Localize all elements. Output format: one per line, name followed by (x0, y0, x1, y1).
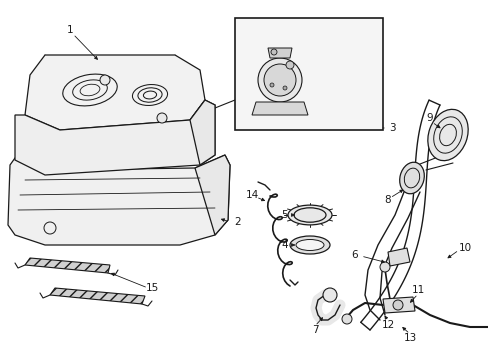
Circle shape (157, 113, 167, 123)
Text: 14: 14 (245, 190, 258, 200)
Text: 12: 12 (381, 320, 394, 330)
Text: 15: 15 (145, 283, 158, 293)
Text: 11: 11 (410, 285, 424, 295)
Polygon shape (15, 100, 215, 175)
Polygon shape (382, 297, 414, 313)
Circle shape (341, 314, 351, 324)
Polygon shape (251, 102, 307, 115)
Circle shape (392, 300, 402, 310)
Polygon shape (190, 100, 215, 165)
Ellipse shape (289, 236, 329, 254)
Circle shape (283, 86, 286, 90)
Circle shape (264, 64, 295, 96)
Text: 10: 10 (458, 243, 470, 253)
Text: 8: 8 (384, 195, 390, 205)
Polygon shape (267, 48, 291, 58)
Text: 2: 2 (234, 217, 241, 227)
Circle shape (270, 49, 276, 55)
Circle shape (258, 58, 302, 102)
Text: 13: 13 (403, 333, 416, 343)
Text: 5: 5 (281, 210, 288, 220)
Bar (235, 18, 382, 130)
Text: 6: 6 (351, 250, 358, 260)
Circle shape (100, 75, 110, 85)
Ellipse shape (399, 162, 424, 194)
Circle shape (285, 61, 293, 69)
Circle shape (323, 288, 336, 302)
Ellipse shape (295, 239, 324, 251)
Polygon shape (387, 248, 409, 266)
Polygon shape (25, 55, 204, 130)
Ellipse shape (287, 205, 331, 225)
Polygon shape (8, 155, 229, 245)
Polygon shape (50, 288, 145, 304)
Text: 3: 3 (388, 123, 394, 133)
Text: 4: 4 (281, 240, 288, 250)
Circle shape (269, 83, 273, 87)
Text: 9: 9 (426, 113, 432, 123)
Polygon shape (195, 155, 229, 235)
Ellipse shape (427, 109, 467, 161)
Circle shape (379, 262, 389, 272)
Text: 7: 7 (311, 325, 318, 335)
Text: 1: 1 (66, 25, 73, 35)
Polygon shape (25, 258, 110, 273)
